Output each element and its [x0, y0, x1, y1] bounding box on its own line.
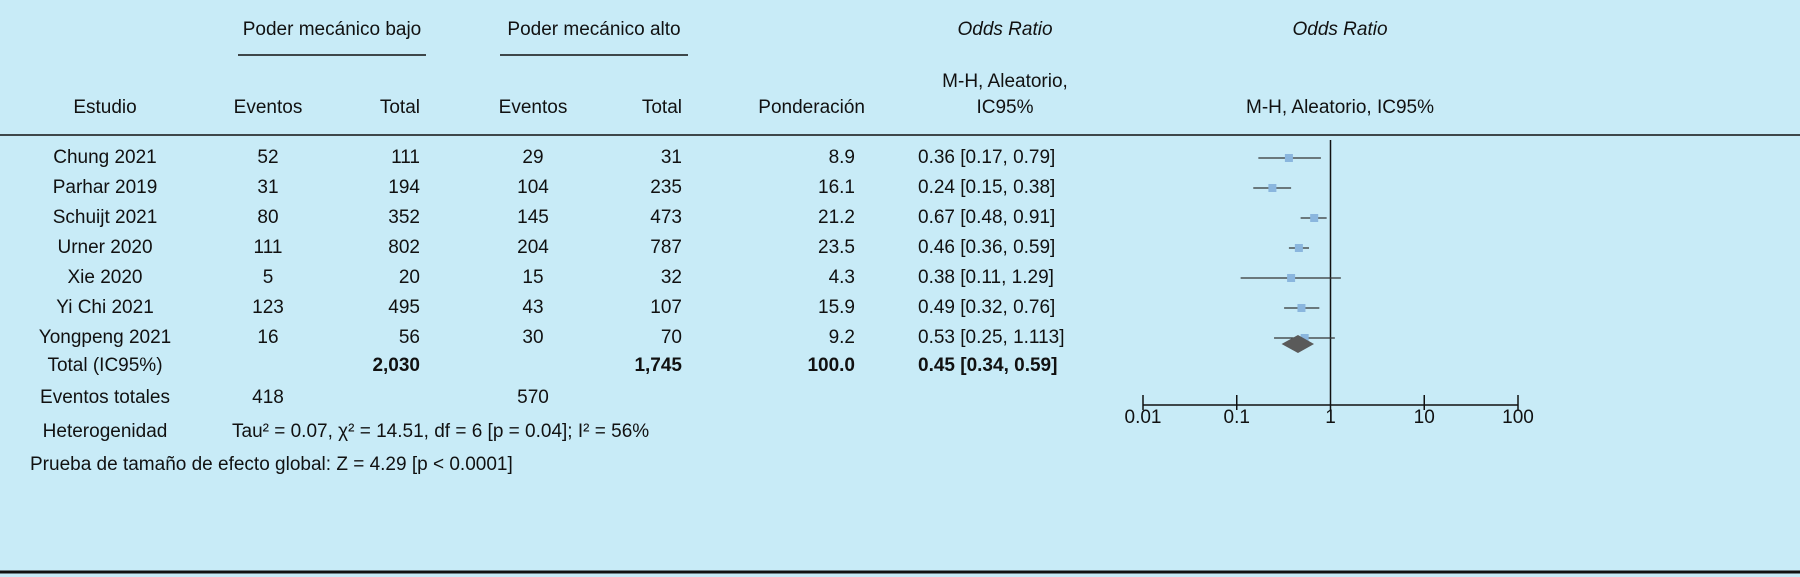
table-cell: 473 [650, 207, 682, 228]
table-cell: 4.3 [829, 267, 855, 288]
or-square [1300, 334, 1309, 342]
table-cell: Yi Chi 2021 [56, 297, 154, 318]
table-cell: 495 [388, 297, 420, 318]
or-square [1284, 154, 1293, 162]
table-cell: 204 [517, 237, 549, 258]
table-cell: 123 [252, 297, 284, 318]
total-cell: 100.0 [807, 355, 855, 376]
table-cell: 145 [517, 207, 549, 228]
table-cell: 5 [263, 267, 274, 288]
or-square [1294, 244, 1303, 252]
table-cell: 0.24 [0.15, 0.38] [918, 177, 1055, 198]
total-cell: 1,745 [634, 355, 682, 376]
table-cell: 0.36 [0.17, 0.79] [918, 147, 1055, 168]
table-cell: 107 [650, 297, 682, 318]
column-header: Total [380, 97, 420, 118]
x-tick-label: 100 [1502, 407, 1534, 428]
table-cell: 30 [522, 327, 543, 348]
events-total: 418 [252, 387, 284, 408]
group-header: Poder mecánico alto [507, 19, 680, 40]
table-cell: 111 [391, 147, 420, 168]
table-cell: 80 [257, 207, 278, 228]
or-method: IC95% [976, 97, 1033, 118]
column-header: Ponderación [758, 97, 865, 118]
total-label: Total (IC95%) [47, 355, 162, 376]
table-cell: 15 [522, 267, 543, 288]
table-cell: 23.5 [818, 237, 855, 258]
table-cell: 43 [522, 297, 543, 318]
total-cell: 2,030 [372, 355, 420, 376]
or-square [1310, 214, 1319, 222]
table-cell: 111 [254, 237, 283, 258]
x-tick-label: 0.01 [1125, 407, 1162, 428]
table-cell: Urner 2020 [57, 237, 152, 258]
table-cell: 16 [257, 327, 278, 348]
total-diamond [1281, 335, 1315, 353]
table-cell: 31 [661, 147, 682, 168]
table-cell: 21.2 [818, 207, 855, 228]
table-cell: 352 [388, 207, 420, 228]
table-cell: 802 [388, 237, 420, 258]
table-cell: Xie 2020 [67, 267, 142, 288]
plot-method: M-H, Aleatorio, IC95% [1246, 97, 1434, 118]
table-cell: 235 [650, 177, 682, 198]
table-cell: 787 [650, 237, 682, 258]
heterogeneity-label: Heterogenidad [43, 421, 168, 442]
plot-header: Odds Ratio [1292, 19, 1387, 40]
table-cell: 0.49 [0.32, 0.76] [918, 297, 1055, 318]
table-cell: Schuijt 2021 [53, 207, 158, 228]
column-header: Eventos [499, 97, 568, 118]
or-square [1297, 304, 1306, 312]
or-header: Odds Ratio [957, 19, 1052, 40]
table-cell: 20 [399, 267, 420, 288]
table-cell: 56 [399, 327, 420, 348]
x-tick-label: 10 [1414, 407, 1435, 428]
column-header: Total [642, 97, 682, 118]
or-method: M-H, Aleatorio, [942, 71, 1068, 92]
table-cell: Chung 2021 [53, 147, 157, 168]
or-square [1287, 274, 1296, 282]
table-cell: 104 [517, 177, 549, 198]
table-cell: 8.9 [829, 147, 855, 168]
x-tick-label: 0.1 [1224, 407, 1250, 428]
table-cell: Parhar 2019 [53, 177, 158, 198]
table-cell: 70 [661, 327, 682, 348]
column-header: Eventos [234, 97, 303, 118]
table-cell: 9.2 [829, 327, 855, 348]
table-cell: 32 [661, 267, 682, 288]
column-header: Estudio [73, 97, 136, 118]
events-total-label: Eventos totales [40, 387, 170, 408]
table-cell: 0.53 [0.25, 1.113] [918, 327, 1065, 348]
total-cell: 0.45 [0.34, 0.59] [918, 355, 1057, 376]
group-header: Poder mecánico bajo [243, 19, 422, 40]
events-total: 570 [517, 387, 549, 408]
overall-test: Prueba de tamaño de efecto global: Z = 4… [30, 454, 513, 475]
heterogeneity: Tau² = 0.07, χ² = 14.51, df = 6 [p = 0.0… [232, 421, 649, 442]
table-cell: 29 [522, 147, 543, 168]
table-cell: 15.9 [818, 297, 855, 318]
table-cell: Yongpeng 2021 [39, 327, 171, 348]
x-tick-label: 1 [1325, 407, 1336, 428]
table-cell: 31 [257, 177, 278, 198]
table-cell: 0.38 [0.11, 1.29] [918, 267, 1054, 288]
or-square [1268, 184, 1277, 192]
table-cell: 52 [257, 147, 278, 168]
table-cell: 0.67 [0.48, 0.91] [918, 207, 1055, 228]
table-cell: 16.1 [818, 177, 855, 198]
table-cell: 0.46 [0.36, 0.59] [918, 237, 1055, 258]
table-cell: 194 [388, 177, 420, 198]
